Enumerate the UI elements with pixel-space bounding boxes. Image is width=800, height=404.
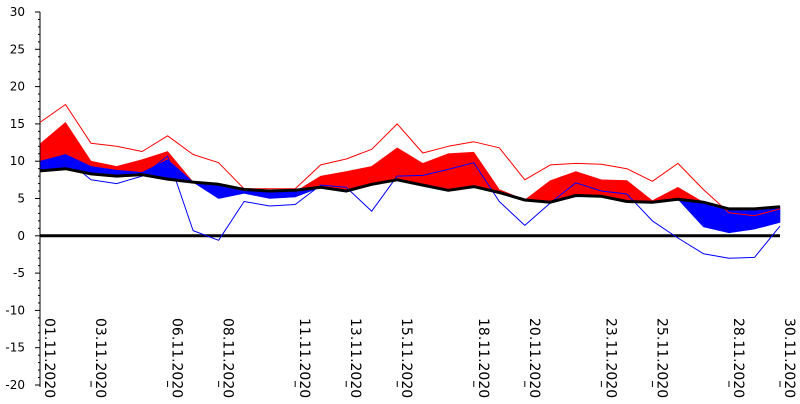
x-tick-label: 08.11.2020 [220, 318, 236, 398]
y-tick-label: -10 [5, 303, 25, 317]
baseline-temperature-line [39, 167, 781, 211]
y-tick-label: 20 [10, 80, 25, 94]
y-tick-label: -5 [13, 266, 25, 280]
max-temperature-line [39, 104, 781, 217]
x-tick-label: 18.11.2020 [475, 318, 491, 398]
x-tick-label: 01.11.2020 [41, 318, 57, 398]
x-tick-label: 13.11.2020 [347, 318, 363, 398]
x-tick-label: 25.11.2020 [653, 318, 669, 398]
y-tick-label: 15 [10, 117, 25, 131]
x-tick-label: 15.11.2020 [398, 318, 414, 398]
x-tick-label: 06.11.2020 [169, 318, 185, 398]
x-tick-label: 11.11.2020 [296, 318, 312, 398]
y-tick-label: 5 [17, 192, 25, 206]
warm-anomaly-area [39, 121, 781, 210]
y-tick-label: -15 [5, 341, 25, 355]
x-tick-label: 03.11.2020 [92, 318, 108, 398]
min-temperature-line [39, 155, 781, 259]
y-tick-label: -20 [5, 378, 25, 392]
y-tick-label: 25 [10, 42, 25, 56]
y-tick-label: 30 [10, 5, 25, 19]
x-tick-label: 20.11.2020 [526, 318, 542, 398]
y-tick-label: 10 [10, 154, 25, 168]
x-tick-label: 28.11.2020 [730, 318, 746, 398]
x-tick-label: 30.11.2020 [781, 318, 797, 398]
y-tick-label: 0 [17, 229, 25, 243]
x-tick-label: 23.11.2020 [602, 318, 618, 398]
